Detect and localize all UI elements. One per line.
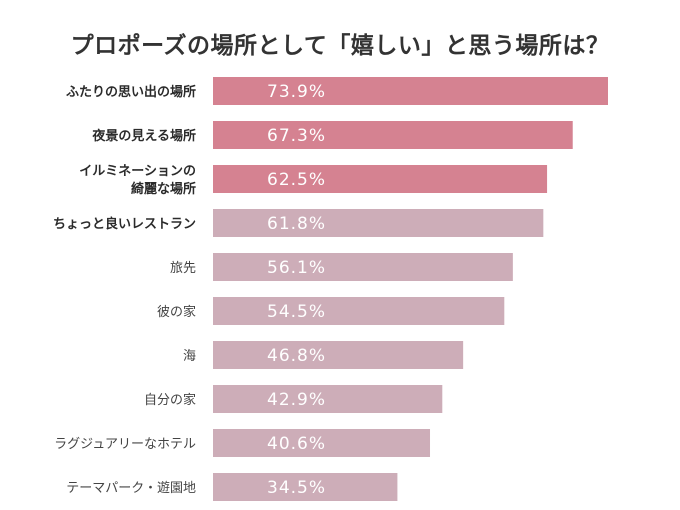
value-label-3: 62.5% [267,170,326,190]
category-label-7: 海 [183,349,196,364]
value-label-7: 46.8% [267,346,326,366]
category-label-3: イルミネーションの綺麗な場所 [79,164,196,197]
chart-title: プロポーズの場所として「嬉しい」と思う場所は？ [70,33,610,59]
value-label-1: 73.9% [267,82,326,102]
category-label-6: 彼の家 [157,304,196,320]
bar-1 [213,77,608,105]
bar-9 [213,429,431,457]
value-label-8: 42.9% [267,390,326,410]
bar-4 [213,209,544,237]
bar-7 [213,341,464,369]
value-label-2: 67.3% [267,126,326,146]
category-label-1: ふたりの思い出の場所 [66,84,196,100]
category-label-8: 自分の家 [144,392,196,408]
bar-3 [213,165,548,193]
value-label-4: 61.8% [267,214,326,234]
value-label-5: 56.1% [267,258,326,278]
value-label-10: 34.5% [267,478,326,498]
category-label-2: 夜景の見える場所 [91,128,196,144]
bar-2 [213,121,573,149]
bar-8 [213,385,443,413]
value-label-9: 40.6% [267,434,326,454]
value-label-6: 54.5% [267,302,326,322]
bar-5 [213,253,513,281]
category-label-4: ちょっと良いレストラン [53,216,196,232]
category-label-10: テーマパーク・遊園地 [66,481,196,496]
bar-10 [213,473,398,501]
bar-6 [213,297,505,325]
category-label-5: 旅先 [170,261,196,276]
category-label-9: ラグジュアリーなホテル [54,437,196,452]
